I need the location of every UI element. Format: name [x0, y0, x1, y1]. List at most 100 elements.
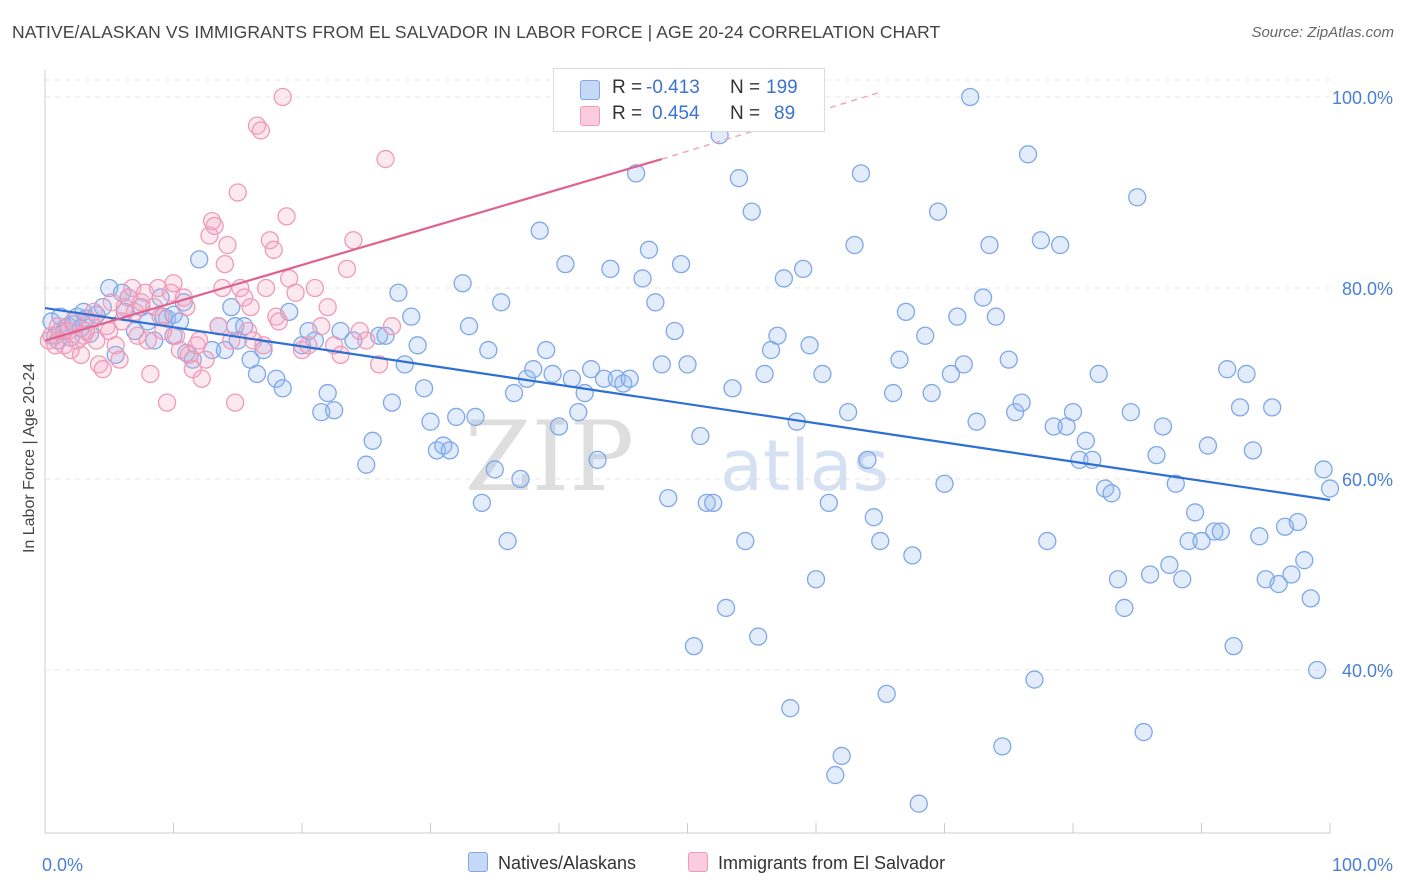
- legend-swatch-pink: [688, 852, 708, 872]
- point-immigrants: [273, 87, 292, 107]
- point-immigrants: [115, 297, 134, 317]
- legend-swatch-blue: [580, 80, 600, 100]
- point-natives: [1044, 417, 1063, 436]
- point-natives: [479, 340, 498, 360]
- point-natives: [646, 293, 665, 312]
- point-natives: [1269, 574, 1288, 594]
- tick-labels: 100.0% 80.0% 60.0% 40.0% 0.0% 100.0%: [42, 88, 1393, 875]
- point-natives: [1320, 479, 1340, 498]
- legend-row-immigrants: R = 0.454 N = 89: [554, 103, 824, 127]
- point-natives: [1237, 364, 1256, 384]
- point-immigrants: [164, 274, 183, 293]
- point-immigrants: [106, 336, 125, 355]
- point-natives: [569, 402, 588, 422]
- point-natives: [909, 794, 928, 813]
- x-tick-label: 0.0%: [42, 855, 83, 875]
- point-immigrants: [350, 321, 369, 341]
- chart-title: NATIVE/ALASKAN VS IMMIGRANTS FROM EL SAL…: [12, 22, 941, 42]
- point-immigrants: [141, 364, 160, 384]
- point-natives: [742, 202, 761, 221]
- point-immigrants: [318, 297, 337, 317]
- point-natives: [1051, 235, 1070, 255]
- point-natives: [537, 340, 556, 360]
- point-immigrants: [157, 393, 177, 412]
- point-natives: [832, 746, 851, 766]
- point-immigrants: [192, 369, 211, 388]
- point-natives: [1205, 522, 1224, 541]
- point-natives: [1153, 417, 1173, 436]
- point-natives: [671, 254, 691, 274]
- source-label: Source: ZipAtlas.com: [1251, 24, 1394, 41]
- point-natives: [324, 401, 344, 420]
- point-natives: [755, 364, 774, 384]
- point-natives: [1166, 474, 1185, 493]
- point-immigrants: [215, 254, 235, 274]
- point-immigrants: [205, 216, 224, 236]
- point-immigrants: [110, 350, 129, 369]
- point-natives: [357, 455, 376, 474]
- point-immigrants: [61, 340, 80, 360]
- point-natives: [736, 531, 755, 551]
- point-natives: [389, 283, 408, 302]
- point-natives: [395, 355, 414, 374]
- point-natives: [1185, 503, 1205, 522]
- point-natives: [1025, 670, 1044, 689]
- y-tick-label: 100.0%: [1332, 88, 1393, 108]
- point-natives: [973, 288, 993, 307]
- point-natives: [864, 508, 883, 527]
- point-natives: [1115, 598, 1134, 618]
- point-natives: [421, 412, 440, 431]
- point-natives: [1282, 565, 1301, 584]
- data-points: [39, 87, 1340, 813]
- point-natives: [813, 364, 832, 384]
- point-natives: [498, 531, 517, 551]
- point-immigrants: [305, 278, 325, 298]
- point-natives: [1243, 441, 1263, 460]
- point-immigrants: [269, 312, 289, 331]
- point-natives: [871, 531, 890, 551]
- legend-n-value-immigrants: 89: [774, 103, 796, 124]
- trend-line-immigrants: [44, 158, 663, 342]
- point-natives: [511, 469, 530, 489]
- point-natives: [800, 336, 819, 355]
- point-natives: [1063, 402, 1083, 422]
- point-natives: [903, 546, 922, 565]
- axes: [44, 70, 1331, 834]
- point-natives: [588, 450, 607, 470]
- point-natives: [485, 460, 504, 479]
- point-natives: [781, 699, 800, 718]
- point-immigrants: [369, 355, 389, 374]
- point-natives: [466, 407, 485, 427]
- point-natives: [1160, 555, 1179, 575]
- legend-swatch-blue: [468, 852, 488, 872]
- point-natives: [999, 350, 1018, 369]
- point-natives: [190, 250, 209, 269]
- legend-n-value-natives: 199: [766, 77, 798, 98]
- point-natives: [697, 493, 716, 513]
- point-natives: [916, 326, 935, 345]
- point-natives: [453, 274, 472, 293]
- point-natives: [659, 488, 678, 508]
- point-immigrants: [218, 235, 237, 255]
- point-natives: [980, 235, 999, 255]
- point-natives: [1218, 360, 1237, 379]
- point-natives: [1192, 531, 1211, 551]
- point-natives: [877, 684, 896, 704]
- point-natives: [941, 364, 961, 384]
- point-natives: [1134, 722, 1153, 742]
- point-immigrants: [264, 240, 283, 259]
- point-natives: [723, 379, 742, 398]
- point-immigrants: [87, 331, 106, 350]
- point-natives: [363, 431, 382, 450]
- point-natives: [1288, 512, 1308, 532]
- point-natives: [678, 355, 697, 374]
- point-natives: [524, 360, 543, 379]
- point-natives: [620, 369, 639, 388]
- point-immigrants: [187, 336, 206, 355]
- legend-item-immigrants: Immigrants from El Salvador: [688, 852, 945, 874]
- point-natives: [215, 340, 235, 360]
- point-natives: [1314, 460, 1333, 479]
- point-immigrants: [170, 340, 190, 360]
- point-natives: [222, 297, 241, 317]
- point-natives: [845, 235, 864, 255]
